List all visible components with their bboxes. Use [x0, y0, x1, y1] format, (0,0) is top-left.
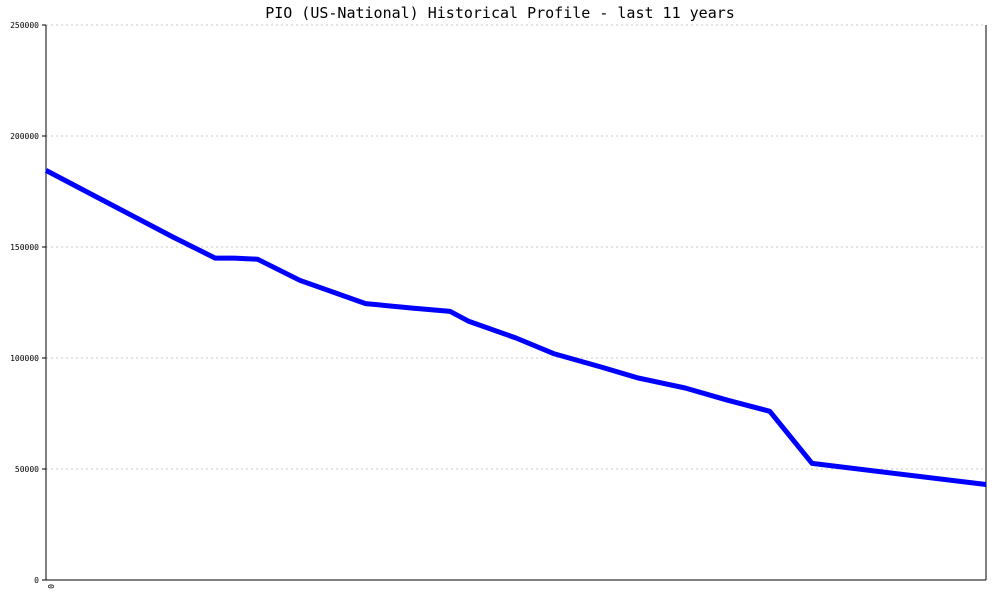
- gridlines: [46, 24, 986, 470]
- y-tick-label: 200000: [10, 132, 39, 141]
- data-point: [769, 410, 771, 412]
- y-tick-label: 50000: [15, 465, 39, 474]
- x-tick-label: 0: [46, 584, 55, 589]
- data-point: [727, 399, 728, 401]
- data-point: [600, 366, 602, 368]
- data-point: [233, 257, 235, 259]
- series-line: [44, 168, 987, 487]
- data-point: [365, 303, 367, 305]
- data-point: [257, 258, 258, 260]
- data-point: [172, 236, 174, 238]
- series-layer: [44, 168, 987, 487]
- data-point: [45, 169, 47, 171]
- data-point: [449, 310, 451, 312]
- data-point: [684, 387, 686, 389]
- y-axis-ticks: 0 50000 100000 150000 200000 250000: [10, 21, 46, 585]
- data-point: [553, 353, 555, 355]
- data-point: [130, 214, 132, 216]
- y-tick-label: 250000: [10, 21, 39, 30]
- data-point: [985, 484, 987, 486]
- chart-title: PIO (US-National) Historical Profile - l…: [265, 4, 735, 22]
- data-point: [811, 462, 813, 464]
- data-point: [87, 192, 89, 194]
- data-point: [412, 307, 414, 309]
- y-tick-label: 0: [34, 576, 39, 585]
- y-tick-label: 150000: [10, 243, 39, 252]
- x-axis-ticks: 0: [46, 584, 55, 589]
- data-point: [637, 377, 639, 379]
- data-point: [468, 320, 470, 322]
- y-tick-label: 100000: [10, 354, 39, 363]
- data-point: [515, 337, 517, 339]
- data-point: [214, 257, 216, 259]
- data-point: [299, 279, 301, 281]
